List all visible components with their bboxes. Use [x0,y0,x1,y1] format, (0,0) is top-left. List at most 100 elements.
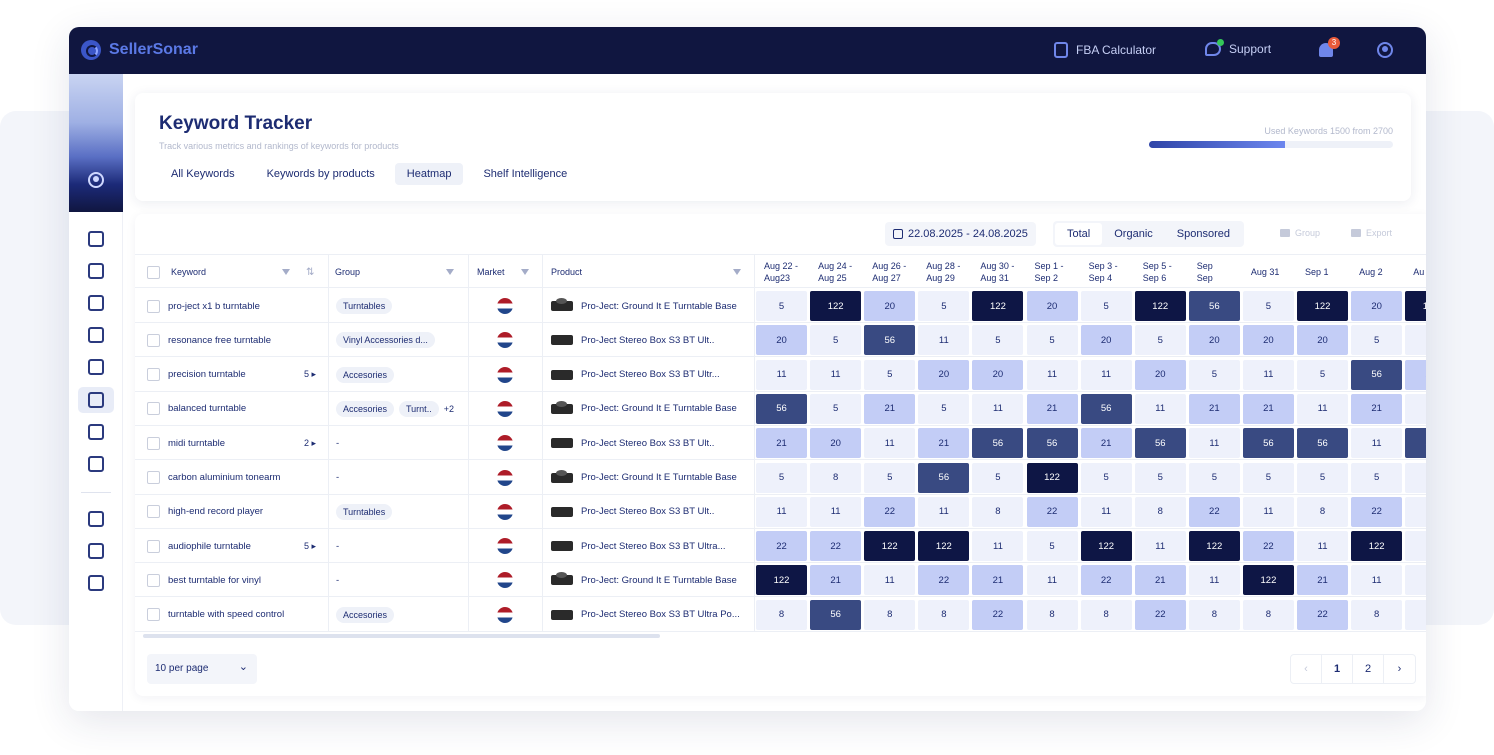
next-page-button[interactable]: › [1397,663,1402,675]
heatmap-cell[interactable]: 5 [1080,291,1132,321]
row-checkbox[interactable] [147,323,160,357]
table-row[interactable]: pro-ject x1 b turntable Turntables Pro-Jec… [135,289,1426,323]
heatmap-cell[interactable]: 8 [810,462,862,493]
heatmap-cell[interactable]: 56 [1297,428,1349,459]
heatmap-cell[interactable]: 22 [1351,496,1403,527]
heatmap-cell[interactable]: 11 [1351,428,1403,459]
heatmap-cell[interactable]: 20 [810,428,862,459]
heatmap-cell[interactable]: 20 [918,359,970,390]
heatmap-cell[interactable]: 8 [756,599,808,630]
row-checkbox[interactable] [147,598,160,632]
heatmap-cell[interactable]: 11 [1242,359,1294,390]
group-tag[interactable]: Turntables [336,503,393,520]
heatmap-cell[interactable]: 11 [918,496,970,527]
header-date-11[interactable]: Aug 2 [1359,255,1383,289]
group-tag[interactable]: Vinyl Accessories d... [336,332,435,349]
heatmap-cell[interactable]: 21 [1242,393,1294,424]
heatmap-cell[interactable]: 11 [810,359,862,390]
heatmap-cell[interactable]: 11 [1188,565,1240,596]
heatmap-cell[interactable]: 21 [1188,393,1240,424]
heatmap-cell[interactable]: 5 [1134,462,1186,493]
export-button[interactable]: Export [1351,228,1392,238]
heatmap-cell[interactable]: 122 [756,565,808,596]
sort-icon[interactable]: ⇅ [306,266,315,278]
heatmap-cell[interactable]: 11 [1297,531,1349,562]
header-market[interactable]: Market [477,267,505,277]
heatmap-cell[interactable]: 122 [1351,531,1403,562]
heatmap-cell[interactable]: 8 [1351,599,1403,630]
heatmap-cell[interactable]: 22 [810,531,862,562]
header-date-0[interactable]: Aug 22 - Aug23 [764,255,798,289]
heatmap-cell[interactable]: 5 [918,291,970,321]
table-row[interactable]: balanced turntable Accesories Turnt.. +2 Pro… [135,392,1426,426]
heatmap-cell[interactable]: 122 [1405,291,1426,321]
heatmap-cell[interactable]: 5 [1242,462,1294,493]
product-filter-icon[interactable] [733,269,741,275]
alert-icon[interactable] [88,424,104,440]
heatmap-cell[interactable]: 5 [1351,325,1403,356]
heatmap-cell[interactable]: 122 [1242,565,1294,596]
header-date-1[interactable]: Aug 24 - Aug 25 [818,255,852,289]
header-date-9[interactable]: Aug 31 [1251,255,1280,289]
support-button[interactable]: Support [1205,39,1271,56]
heatmap-cell[interactable]: 22 [1297,599,1349,630]
group-tag[interactable]: Turntables [336,298,393,314]
heatmap-cell[interactable]: 5 [810,393,862,424]
heatmap-cell[interactable]: 8 [1405,325,1426,356]
heatmap-cell[interactable]: 8 [1242,599,1294,630]
box-icon[interactable] [88,263,104,279]
tools-icon[interactable] [88,295,104,311]
heatmap-cell[interactable]: 5 [1297,359,1349,390]
heatmap-cell[interactable]: 20 [1134,359,1186,390]
heatmap-cell[interactable]: 122 [1188,531,1240,562]
heatmap-cell[interactable]: 8 [1080,599,1132,630]
heatmap-cell[interactable]: 5 [756,462,808,493]
heatmap-cell[interactable]: 56 [1242,428,1294,459]
heatmap-cell[interactable]: 56 [1026,428,1078,459]
header-date-12[interactable]: Au [1413,255,1424,289]
heatmap-cell[interactable]: 11 [1297,393,1349,424]
heatmap-cell[interactable]: 11 [972,531,1024,562]
header-date-3[interactable]: Aug 28 - Aug 29 [926,255,960,289]
header-product[interactable]: Product [551,267,583,277]
product-cell[interactable]: Pro-Ject: Ground It E Turntable Base [551,289,751,323]
heatmap-cell[interactable]: 8 [1405,531,1426,562]
product-cell[interactable]: Pro-Ject Stereo Box S3 BT Ultra... [551,529,751,563]
heatmap-cell[interactable]: 56 [756,393,808,424]
heatmap-cell[interactable]: 56 [1080,393,1132,424]
product-cell[interactable]: Pro-Ject: Ground It E Turntable Base [551,563,751,597]
heatmap-cell[interactable]: 8 [1188,599,1240,630]
prev-page-button[interactable]: ‹ [1291,655,1322,683]
row-checkbox[interactable] [147,426,160,460]
date-range-picker[interactable]: 22.08.2025 - 24.08.2025 [885,222,1036,246]
heatmap-cell[interactable]: 20 [1351,291,1403,321]
table-row[interactable]: resonance free turntable Vinyl Accessorie… [135,323,1426,358]
header-date-10[interactable]: Sep 1 [1305,255,1329,289]
header-date-5[interactable]: Sep 1 - Sep 2 [1035,255,1064,289]
heatmap-cell[interactable]: 8 [1405,565,1426,596]
heatmap-cell[interactable]: 11 [1134,531,1186,562]
heatmap-cell[interactable]: 11 [864,565,916,596]
heatmap-cell[interactable]: 8 [1405,393,1426,424]
heatmap-cell[interactable]: 5 [972,325,1024,356]
table-row[interactable]: precision turntable 5 Accesories Pro-Ject S… [135,358,1426,392]
heatmap-cell[interactable]: 22 [918,565,970,596]
header-date-4[interactable]: Aug 30 - Aug 31 [980,255,1014,289]
heatmap-cell[interactable]: 22 [1134,599,1186,630]
horizontal-scrollbar[interactable] [143,634,660,638]
heatmap-cell[interactable]: 5 [864,462,916,493]
heatmap-cell[interactable]: 122 [864,531,916,562]
trophy-icon[interactable] [88,327,104,343]
heatmap-cell[interactable]: 11 [918,325,970,356]
row-checkbox[interactable] [147,358,160,392]
heatmap-cell[interactable]: 20 [1080,325,1132,356]
tab-keywords-by-products[interactable]: Keywords by products [266,168,375,180]
keyword-product-count[interactable]: 2 [304,438,328,449]
heatmap-cell[interactable]: 122 [1080,531,1132,562]
heatmap-cell[interactable]: 5 [810,325,862,356]
keyword-tracker-icon[interactable] [88,392,104,408]
heatmap-cell[interactable]: 11 [1026,565,1078,596]
heatmap-cell[interactable]: 21 [1351,393,1403,424]
bell-icon[interactable]: 3 [1319,37,1340,57]
header-date-7[interactable]: Sep 5 - Sep 6 [1143,255,1172,289]
